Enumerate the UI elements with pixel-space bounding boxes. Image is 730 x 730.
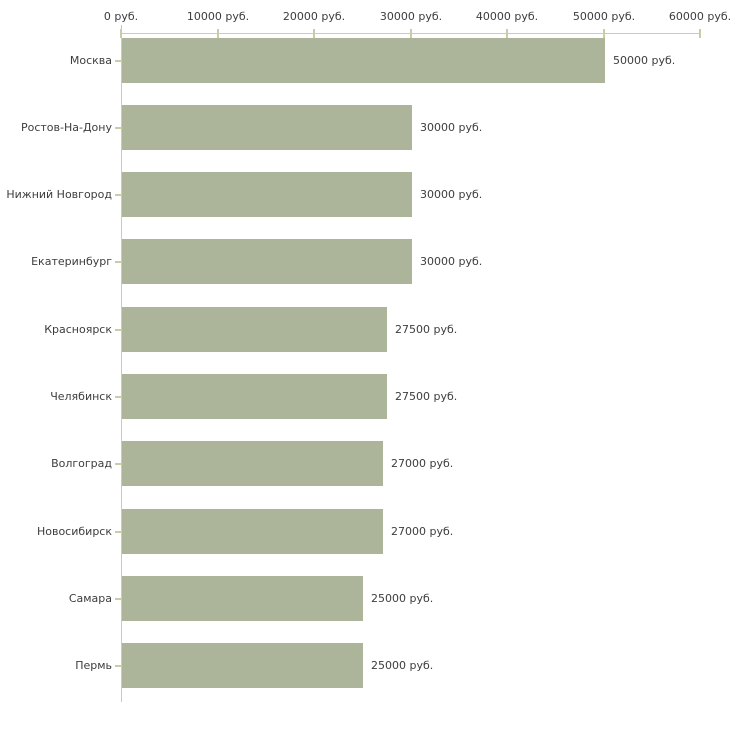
- category-label: Волгоград: [51, 457, 112, 471]
- category-tick: [115, 530, 121, 533]
- category-label: Москва: [69, 53, 112, 67]
- category-tick: [115, 59, 121, 62]
- value-label: 27000 руб.: [391, 457, 454, 471]
- value-label: 25000 руб.: [371, 659, 434, 673]
- bar: [122, 441, 383, 487]
- x-axis-tick-label: 10000 руб.: [186, 10, 250, 23]
- bar: [122, 172, 412, 218]
- bar: [122, 508, 383, 554]
- bar: [122, 374, 387, 419]
- x-axis-tick-label: 40000 руб.: [475, 10, 539, 23]
- category-tick: [115, 597, 121, 600]
- category-label: Самара: [68, 591, 112, 605]
- bar: [122, 104, 412, 150]
- bar: [122, 239, 412, 285]
- value-label: 30000 руб.: [420, 188, 483, 202]
- category-label: Красноярск: [44, 322, 112, 336]
- value-label: 27000 руб.: [391, 524, 454, 538]
- category-label: Ростов-На-Дону: [20, 120, 112, 134]
- value-label: 27500 руб.: [395, 322, 458, 336]
- x-axis-tick-label: 30000 руб.: [379, 10, 443, 23]
- category-label: Челябинск: [50, 390, 112, 403]
- category-label: Нижний Новгород: [6, 188, 112, 202]
- bar: [122, 575, 363, 621]
- x-axis-tick-label: 50000 руб.: [572, 10, 636, 23]
- x-axis-tick: [313, 29, 315, 38]
- category-tick: [115, 396, 121, 398]
- y-axis-line: [121, 25, 122, 702]
- value-label: 30000 руб.: [420, 255, 483, 269]
- value-label: 25000 руб.: [371, 591, 434, 605]
- bar: [122, 37, 605, 83]
- x-axis-tick-label: 60000 руб.: [668, 10, 730, 23]
- bar: [122, 643, 363, 689]
- value-label: 50000 руб.: [613, 53, 676, 67]
- value-label: 30000 руб.: [420, 120, 483, 134]
- category-label: Новосибирск: [36, 524, 112, 538]
- x-axis-tick: [120, 29, 122, 38]
- x-axis-tick: [699, 29, 701, 38]
- category-tick: [115, 126, 121, 129]
- category-tick: [115, 328, 121, 331]
- x-axis-tick-label: 0 руб.: [103, 10, 139, 23]
- category-tick: [115, 463, 121, 466]
- x-axis-tick: [410, 29, 412, 38]
- category-tick: [115, 261, 121, 264]
- value-label: 27500 руб.: [395, 390, 458, 403]
- x-axis-tick: [603, 29, 605, 38]
- x-axis-tick-label: 20000 руб.: [282, 10, 346, 23]
- category-tick: [115, 194, 121, 197]
- category-label: Пермь: [75, 659, 112, 673]
- x-axis-tick: [506, 29, 508, 38]
- category-label: Екатеринбург: [31, 255, 112, 269]
- x-axis-tick: [217, 29, 219, 38]
- category-tick: [115, 665, 121, 668]
- bar: [122, 306, 387, 352]
